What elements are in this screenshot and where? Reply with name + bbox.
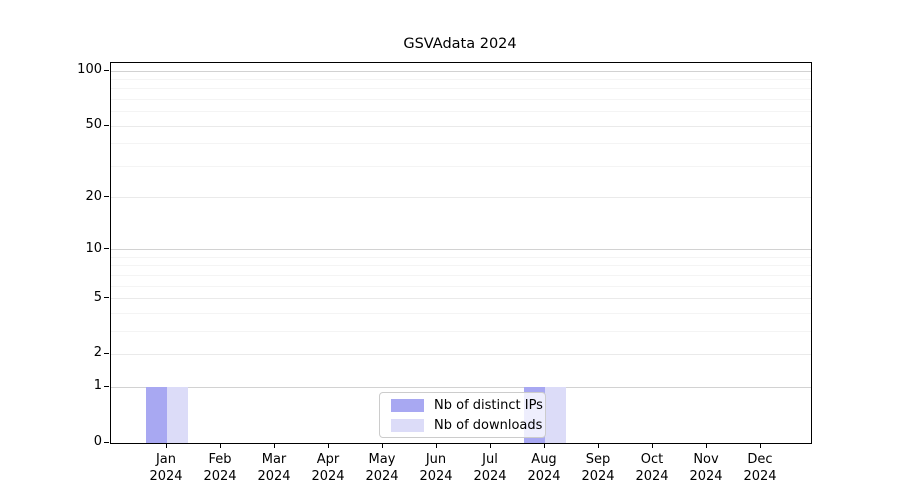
x-tick-label: Apr 2024	[311, 452, 345, 484]
legend-label-distinct-ips: Nb of distinct IPs	[434, 397, 543, 413]
x-tick-label: Dec 2024	[743, 452, 777, 484]
plot-area: Nb of distinct IPs Nb of downloads	[110, 62, 812, 444]
x-tick	[759, 443, 761, 448]
x-tick-label: Jan 2024	[149, 452, 183, 484]
minor-gridline	[111, 111, 811, 113]
y-tick	[104, 297, 109, 299]
minor-gridline	[111, 330, 811, 332]
minor-gridline	[111, 274, 811, 276]
x-tick-label: Oct 2024	[635, 452, 669, 484]
x-tick	[543, 443, 545, 448]
y-tick	[104, 248, 109, 250]
x-tick	[651, 443, 653, 448]
bar-jan-2024-series1	[167, 387, 188, 443]
minor-gridline	[111, 88, 811, 90]
bar-jan-2024-series0	[146, 387, 167, 443]
y-tick	[104, 441, 109, 443]
y-tick	[104, 385, 109, 387]
y-tick	[104, 196, 109, 198]
y-tick-label: 50	[85, 117, 102, 133]
major-gridline	[111, 70, 811, 72]
y-tick-label: 2	[93, 345, 102, 361]
x-tick-label: Aug 2024	[527, 452, 561, 484]
bar-aug-2024-series1	[545, 387, 566, 443]
y-tick-label: 10	[85, 240, 102, 256]
x-tick	[705, 443, 707, 448]
x-tick	[327, 443, 329, 448]
major-gridline	[111, 125, 811, 127]
minor-gridline	[111, 98, 811, 100]
minor-gridline	[111, 285, 811, 287]
y-tick	[104, 69, 109, 71]
major-gridline	[111, 298, 811, 300]
x-tick-label: Jul 2024	[473, 452, 507, 484]
minor-gridline	[111, 78, 811, 80]
x-tick	[597, 443, 599, 448]
minor-gridline	[111, 165, 811, 167]
x-tick-label: Mar 2024	[257, 452, 291, 484]
y-tick-label: 100	[77, 62, 102, 77]
legend-item-distinct-ips: Nb of distinct IPs	[391, 398, 545, 413]
major-gridline	[111, 249, 811, 251]
major-gridline	[111, 386, 811, 388]
minor-gridline	[111, 265, 811, 267]
x-tick-label: May 2024	[365, 452, 399, 484]
y-tick	[104, 124, 109, 126]
minor-gridline	[111, 312, 811, 314]
x-tick	[165, 443, 167, 448]
x-tick	[273, 443, 275, 448]
y-tick	[104, 352, 109, 355]
x-tick	[489, 443, 491, 448]
major-gridline	[111, 197, 811, 199]
x-tick	[219, 443, 221, 448]
legend-item-downloads: Nb of downloads	[391, 418, 545, 433]
legend-swatch-downloads	[391, 418, 424, 432]
y-tick-label: 5	[93, 289, 102, 305]
x-tick-label: Nov 2024	[689, 452, 723, 484]
x-tick	[435, 443, 437, 448]
x-tick-label: Jun 2024	[419, 452, 453, 484]
legend: Nb of distinct IPs Nb of downloads	[379, 392, 546, 438]
legend-label-downloads: Nb of downloads	[434, 417, 543, 433]
legend-swatch-distinct-ips	[391, 398, 424, 412]
x-tick	[381, 443, 383, 448]
major-gridline	[111, 353, 811, 355]
y-tick-label: 1	[93, 378, 102, 394]
x-tick-label: Feb 2024	[203, 452, 237, 484]
y-tick-label: 0	[93, 434, 102, 449]
y-tick-label: 20	[85, 188, 102, 204]
x-tick-label: Sep 2024	[581, 452, 615, 484]
minor-gridline	[111, 256, 811, 258]
minor-gridline	[111, 143, 811, 145]
chart-title: GSVAdata 2024	[403, 36, 517, 52]
